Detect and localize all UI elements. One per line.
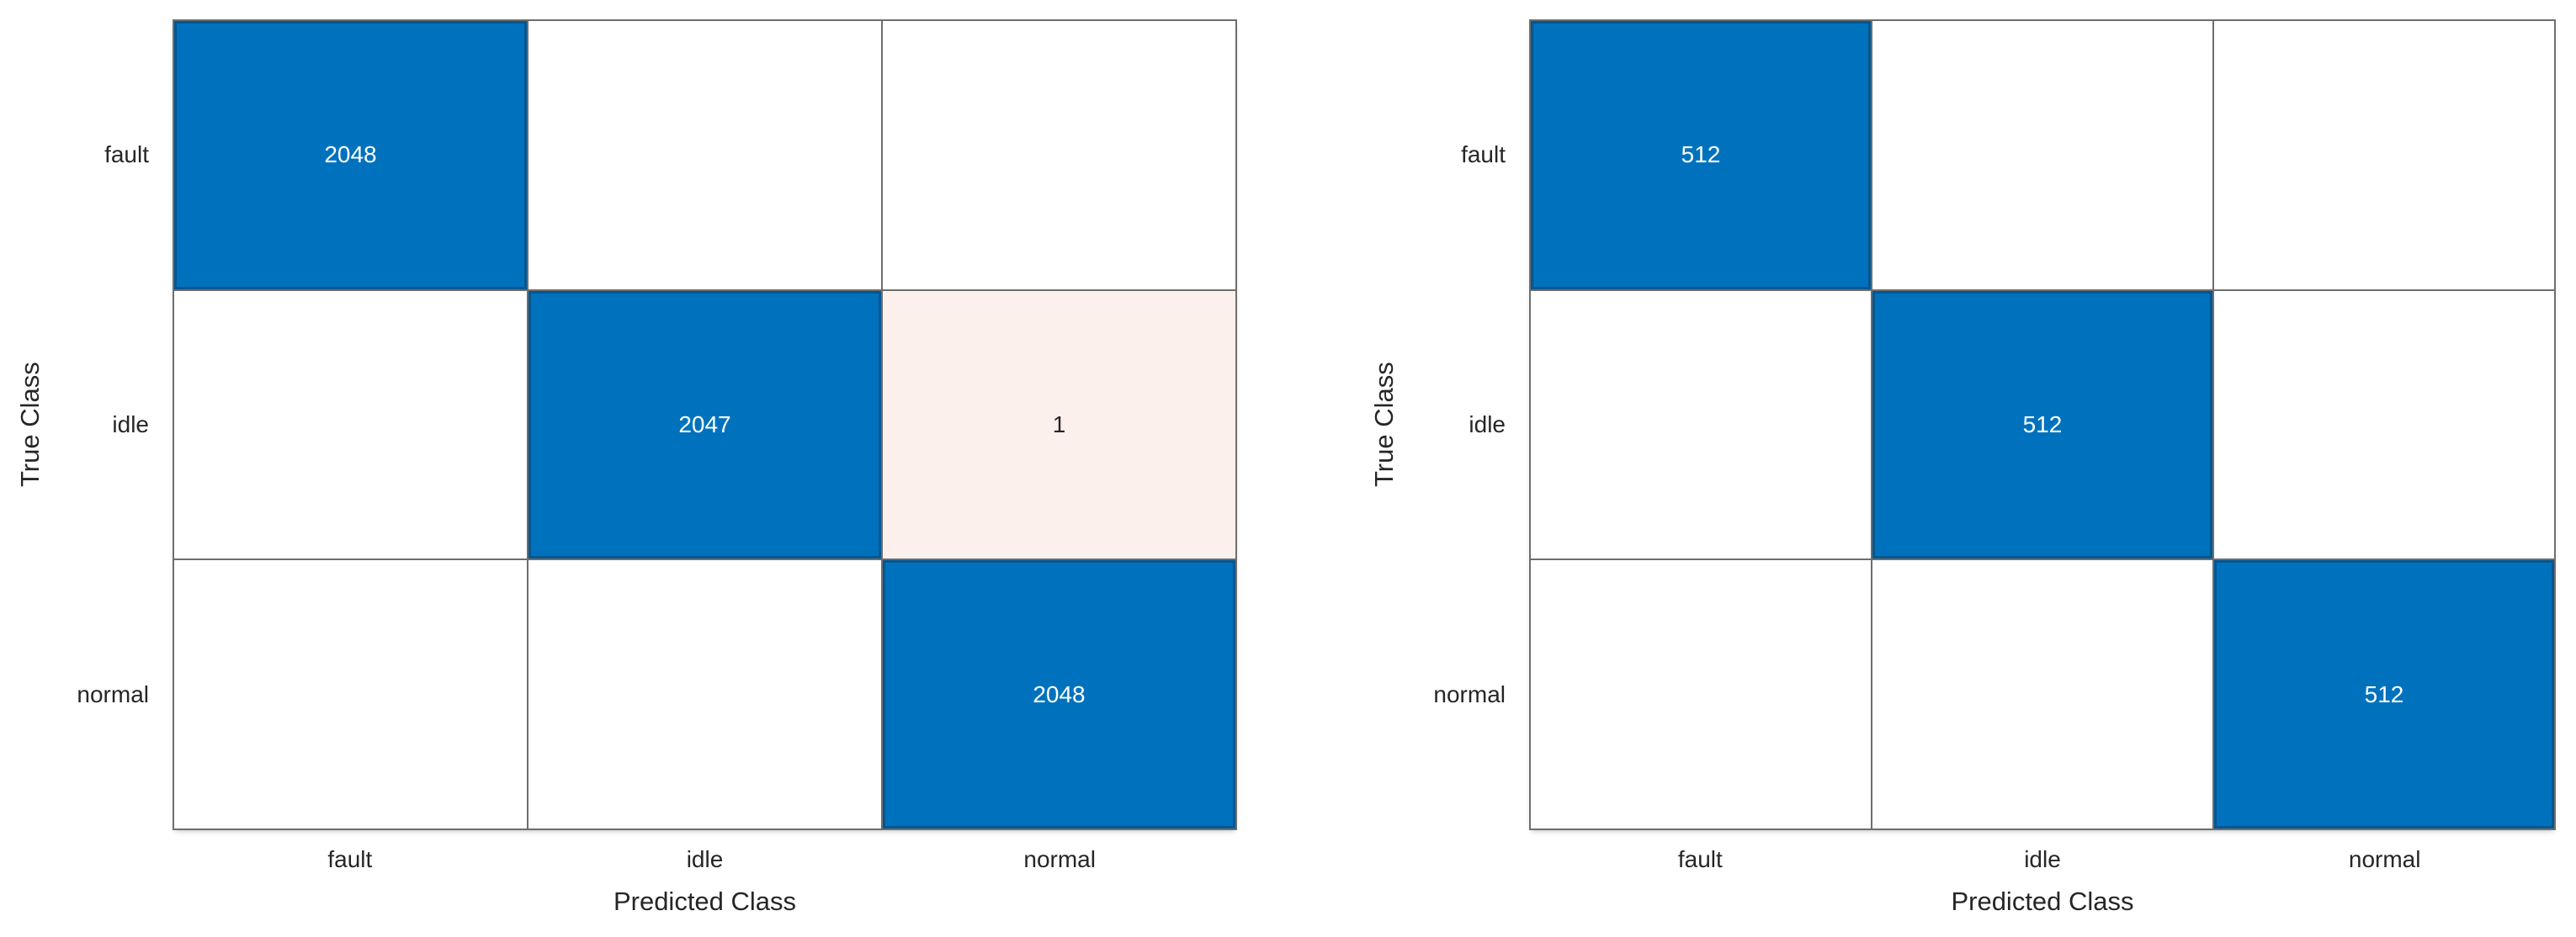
right-y-tick-labels: fault idle normal	[1357, 19, 1517, 830]
matrix-cell: 1	[883, 290, 1235, 559]
matrix-cell	[528, 21, 881, 289]
right-x-axis-label: Predicted Class	[1951, 887, 2134, 916]
x-tick-label: idle	[2024, 846, 2061, 872]
matrix-cell: 512	[1531, 21, 1871, 289]
left-x-tick-labels: fault idle normal	[173, 843, 1237, 876]
x-tick-label: fault	[327, 846, 373, 872]
matrix-cell	[1531, 560, 1871, 828]
y-tick-label: idle	[1469, 410, 1506, 437]
left-confusion-matrix-grid: 2048 2047 1 2048	[173, 19, 1237, 830]
matrix-cell	[883, 21, 1235, 289]
right-x-tick-labels: fault idle normal	[1529, 843, 2556, 876]
x-tick-label: normal	[1023, 846, 1096, 872]
matrix-cell: 512	[2214, 560, 2554, 828]
matrix-cell: 2048	[174, 21, 527, 289]
x-tick-label: normal	[2348, 846, 2421, 872]
matrix-cell	[2214, 290, 2554, 559]
matrix-cell: 2048	[883, 560, 1235, 828]
y-tick-label: fault	[104, 140, 149, 167]
matrix-cell	[2214, 21, 2554, 289]
y-tick-label: idle	[112, 410, 149, 437]
matrix-cell	[174, 290, 527, 559]
y-tick-label: normal	[1433, 681, 1506, 708]
x-tick-label: idle	[686, 846, 724, 872]
matrix-cell	[528, 560, 881, 828]
matrix-cell	[1531, 290, 1871, 559]
y-tick-label: normal	[77, 681, 149, 708]
left-y-tick-labels: fault idle normal	[0, 19, 161, 830]
matrix-cell: 512	[1872, 290, 2212, 559]
y-tick-label: fault	[1461, 140, 1506, 167]
right-confusion-matrix-grid: 512 512 512	[1529, 19, 2556, 830]
matrix-cell	[1872, 21, 2212, 289]
matrix-cell	[174, 560, 527, 828]
x-tick-label: fault	[1677, 846, 1723, 872]
left-x-axis-label: Predicted Class	[613, 887, 797, 916]
matrix-cell	[1872, 560, 2212, 828]
matrix-cell: 2047	[528, 290, 881, 559]
